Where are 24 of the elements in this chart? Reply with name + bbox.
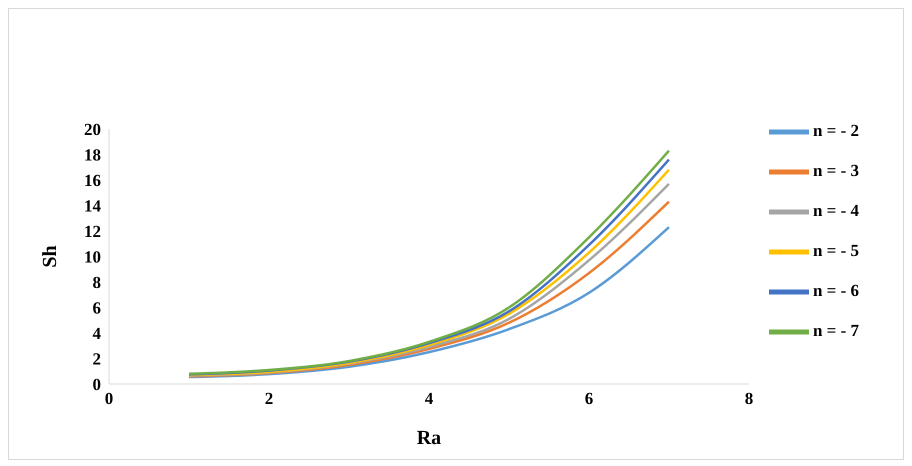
y-tick-label: 8 [92,273,101,292]
y-tick-label: 20 [84,120,101,140]
x-tick-label: 8 [744,389,754,408]
y-tick-label: 16 [84,171,101,190]
y-tick-label: 0 [92,375,101,394]
y-tick-label: 4 [92,324,102,344]
y-tick-label: 12 [84,222,101,242]
legend-label: n = - 4 [812,200,859,220]
x-tick-label: 0 [104,389,114,408]
y-tick-label: 2 [92,350,101,369]
legend-label: n = - 5 [812,240,859,260]
x-tick-label: 6 [584,389,594,408]
x-axis-title: Ra [416,427,442,449]
legend-label: n = - 6 [812,280,859,300]
legend-label: n = - 7 [812,320,859,340]
x-tick-label: 4 [424,389,434,408]
y-tick-label: 6 [92,298,101,318]
y-tick-label: 18 [84,146,101,165]
y-tick-label: 10 [84,248,101,267]
y-axis-title: Sh [39,245,62,268]
legend-label: n = - 3 [812,160,859,180]
y-tick-label: 14 [84,196,102,216]
x-tick-label: 2 [264,389,274,408]
legend-label: n = - 2 [812,120,859,140]
